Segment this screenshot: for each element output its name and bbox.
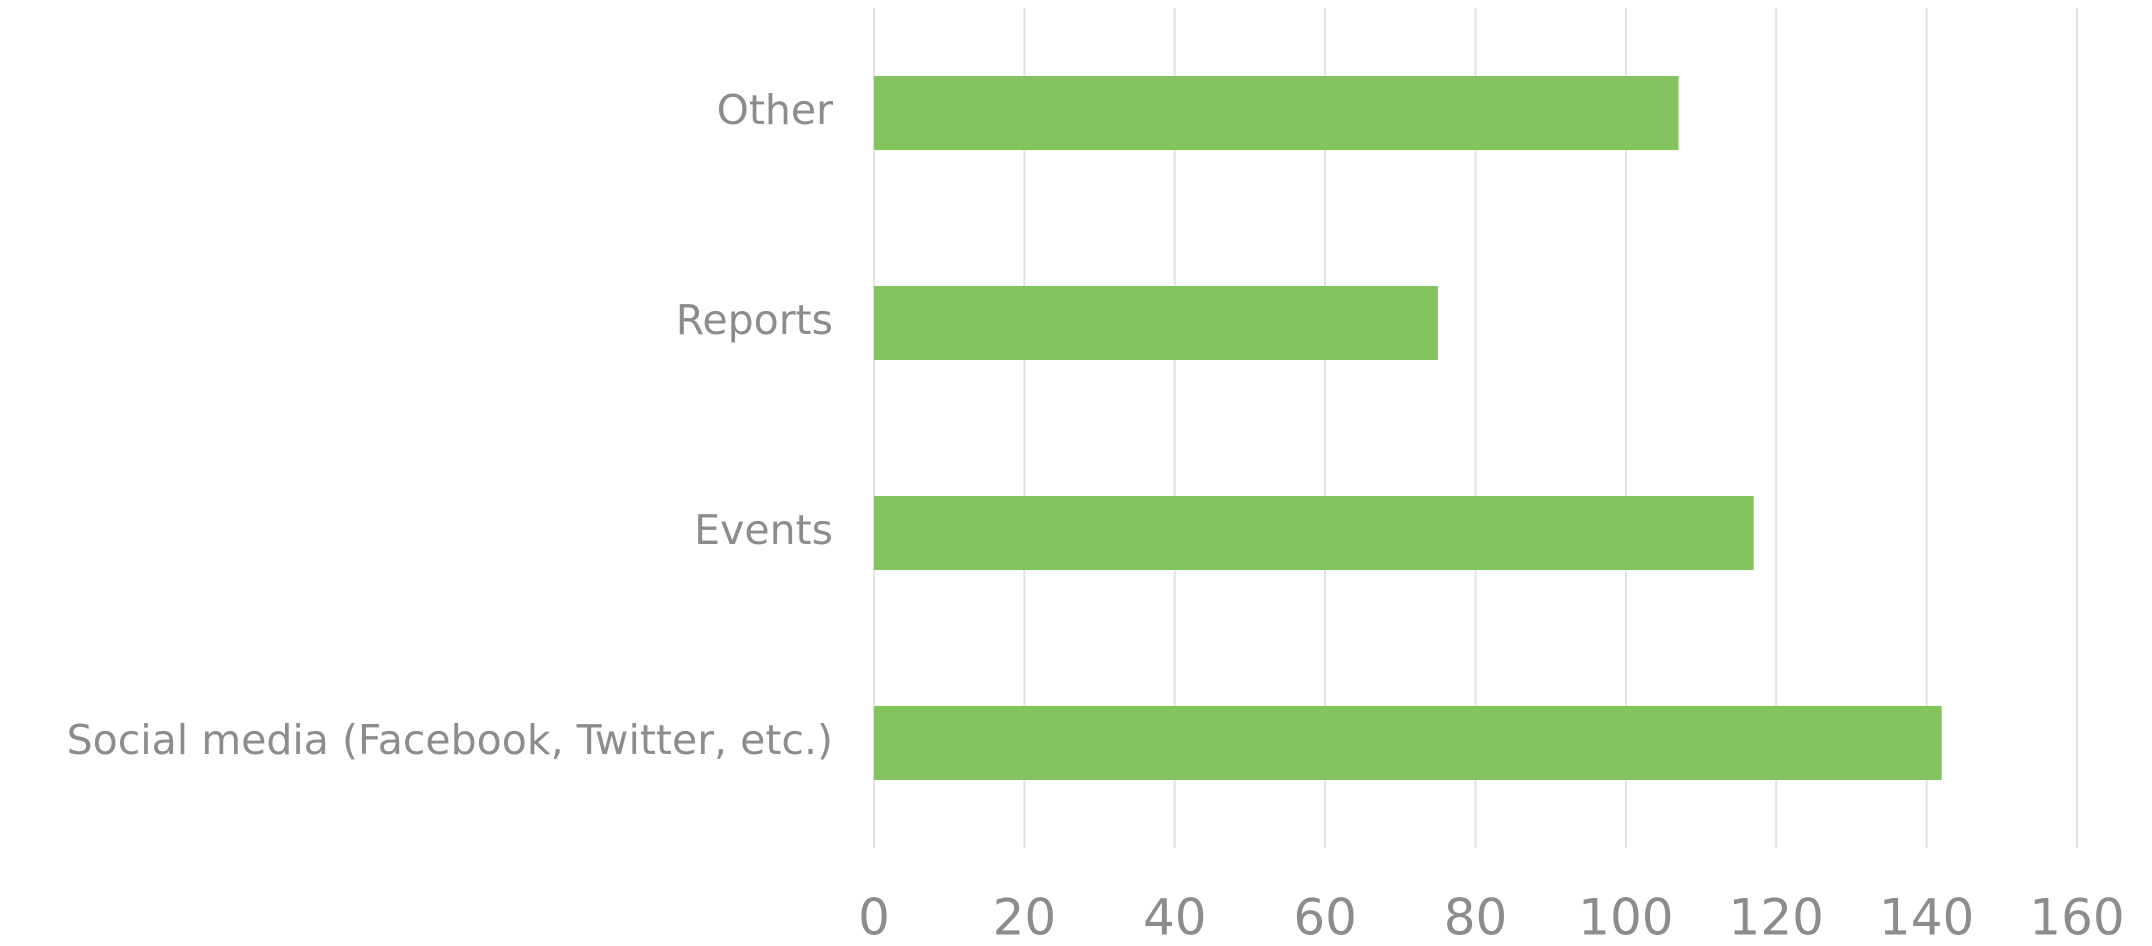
x-tick-label: 140	[1879, 889, 1974, 946]
y-tick-label: Social media (Facebook, Twitter, etc.)	[67, 716, 833, 764]
bar	[874, 286, 1438, 360]
y-tick-label: Other	[717, 86, 834, 134]
x-tick-label: 40	[1143, 889, 1207, 946]
y-tick-label: Events	[694, 506, 833, 554]
x-tick-label: 160	[2029, 889, 2124, 946]
x-tick-label: 0	[858, 889, 890, 946]
y-tick-label: Reports	[676, 296, 833, 344]
bar	[874, 706, 1942, 780]
x-tick-label: 60	[1293, 889, 1357, 946]
x-tick-label: 20	[993, 889, 1057, 946]
bar	[874, 76, 1679, 150]
x-tick-label: 80	[1444, 889, 1508, 946]
bar	[874, 496, 1754, 570]
x-tick-label: 120	[1729, 889, 1824, 946]
x-tick-label: 100	[1578, 889, 1673, 946]
